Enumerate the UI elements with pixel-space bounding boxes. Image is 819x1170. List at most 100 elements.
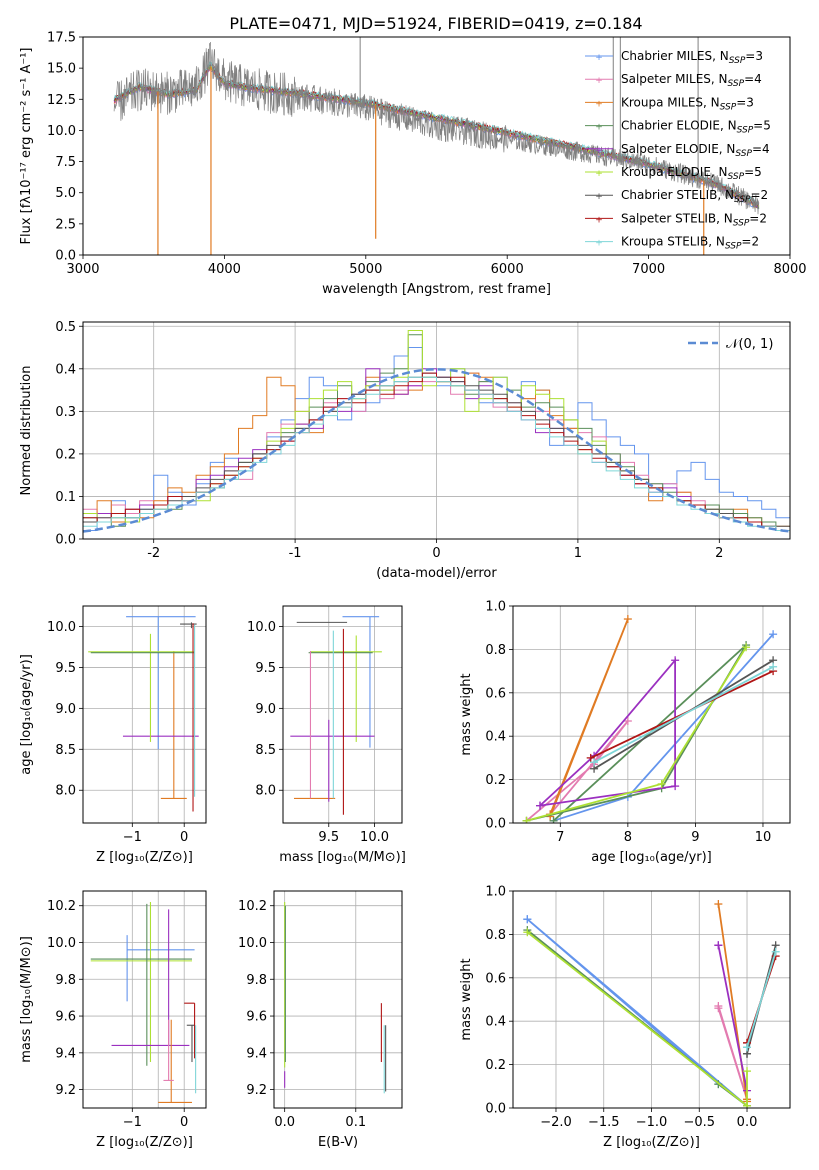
- y-tick-label: 8.5: [255, 743, 276, 758]
- y-tick-label: 0.2: [485, 773, 506, 788]
- y-tick-label: 0.2: [485, 1058, 506, 1073]
- panel-age-vs-Z: −1 0 8.0 8.5 9.0 9.5 10.0 Z [log₁₀(Z/Z⊙)] age [l…: [19, 605, 207, 865]
- x-tick-label: 0.0: [274, 1115, 295, 1130]
- legend-marker: +: [595, 146, 603, 156]
- legend-entry: Kroupa ELODIE, NSSP=5: [621, 165, 762, 182]
- x-tick-label: 1: [574, 546, 582, 561]
- plot-area: [83, 330, 790, 533]
- mass-weight-line: [593, 666, 774, 763]
- y-tick-label: 9.4: [55, 1046, 76, 1061]
- x-tick-label: 4000: [208, 262, 241, 277]
- y-tick-label: 10.0: [238, 936, 267, 951]
- axes-frame: [512, 890, 791, 1109]
- y-tick-label: 9.5: [55, 661, 76, 676]
- legend-marker: +: [595, 123, 603, 133]
- y-tick-label: 2.5: [55, 217, 76, 232]
- figure-title: PLATE=0471, MJD=51924, FIBERID=0419, z=0…: [229, 14, 642, 33]
- axes-frame: [82, 321, 791, 540]
- x-tick-label: 0: [180, 1115, 188, 1130]
- y-tick-label: 0.6: [485, 971, 506, 986]
- x-tick-label: 0: [180, 830, 188, 845]
- plot-area: [523, 900, 780, 1108]
- x-tick-label: 7000: [632, 262, 665, 277]
- plot-area: [284, 902, 387, 1094]
- y-tick-label: 17.5: [47, 31, 76, 46]
- y-tick-label: 0.0: [55, 249, 76, 264]
- model-spectrum-line: [113, 63, 760, 208]
- y-axis-label: age [log₁₀(age/yr)]: [19, 654, 34, 775]
- axes-frame: [282, 605, 403, 824]
- y-tick-label: 10.2: [47, 899, 76, 914]
- model-spectrum-line: [113, 61, 760, 205]
- y-tick-label: 0.2: [55, 447, 76, 462]
- y-tick-label: 1.0: [485, 600, 506, 615]
- x-tick-label: 10.0: [360, 830, 389, 845]
- y-tick-label: 10.0: [247, 620, 276, 635]
- y-tick-label: 0.0: [55, 533, 76, 548]
- legend-entry: Salpeter ELODIE, NSSP=4: [621, 142, 770, 159]
- axes-frame: [82, 605, 207, 824]
- y-tick-label: 7.5: [55, 155, 76, 170]
- y-axis-label: mass weight: [459, 958, 474, 1040]
- y-tick-label: 9.6: [55, 1010, 76, 1025]
- x-tick-label: -2: [147, 546, 160, 561]
- y-tick-label: 9.2: [55, 1083, 76, 1098]
- legend-entry: Chabrier STELIB, NSSP=2: [621, 188, 768, 205]
- panel-spectrum: 3000 4000 5000 6000 7000 8000 0.0 2.5 5.0 7.5 10.0…: [19, 31, 807, 298]
- legend-entry: 𝒩(0, 1): [726, 337, 773, 352]
- x-tick-label: 8: [624, 830, 632, 845]
- x-tick-label: 7: [556, 830, 564, 845]
- y-tick-label: 9.4: [246, 1046, 267, 1061]
- y-tick-label: 10.0: [47, 620, 76, 635]
- y-tick-label: 9.0: [55, 702, 76, 717]
- legend-marker: +: [595, 169, 603, 179]
- legend-entry: Kroupa MILES, NSSP=3: [621, 95, 754, 112]
- y-tick-label: 1.0: [485, 885, 506, 900]
- axes-frame: [512, 605, 791, 824]
- legend-marker: +: [595, 99, 603, 109]
- axes-frame: [82, 36, 791, 256]
- x-tick-label: 10: [755, 830, 772, 845]
- x-tick-label: −1.0: [636, 1115, 668, 1130]
- y-axis-label: mass weight: [459, 673, 474, 755]
- x-tick-label: 0: [432, 546, 440, 561]
- x-tick-label: −1: [123, 1115, 142, 1130]
- y-tick-label: 0.8: [485, 928, 506, 943]
- y-axis-label: mass [log₁₀(M/M⊙)]: [19, 936, 34, 1063]
- y-tick-label: 9.8: [246, 973, 267, 988]
- x-tick-label: 0.0: [737, 1115, 758, 1130]
- plot-area: [290, 616, 382, 815]
- x-axis-label: Z [log₁₀(Z/Z⊙)]: [96, 850, 193, 865]
- x-tick-label: −1.5: [588, 1115, 620, 1130]
- axes-frame: [82, 890, 207, 1109]
- x-tick-label: 8000: [773, 262, 806, 277]
- x-tick-label: 0.1: [345, 1115, 366, 1130]
- legend-entry: Salpeter STELIB, NSSP=2: [621, 211, 767, 228]
- legend-marker: +: [595, 53, 603, 63]
- observed-spectrum-line: [113, 41, 760, 215]
- axes-frame: [273, 890, 403, 1109]
- legend-entry: Chabrier MILES, NSSP=3: [621, 49, 763, 66]
- x-axis-label: Z [log₁₀(Z/Z⊙)]: [96, 1135, 193, 1150]
- y-tick-label: 0.6: [485, 686, 506, 701]
- legend-entry: Salpeter MILES, NSSP=4: [621, 72, 762, 89]
- y-axis-label: Flux [fλ10⁻¹⁷ erg cm⁻² s⁻¹ A⁻¹]: [19, 48, 34, 245]
- y-tick-label: 9.6: [246, 1010, 267, 1025]
- x-tick-label: 3000: [66, 262, 99, 277]
- y-tick-label: 0.0: [485, 1102, 506, 1117]
- y-axis-label: Normed distribution: [19, 366, 34, 496]
- panel-age-vs-mass: 9.5 10.0 8.0 8.5 9.0 9.5 10.0 mass [log₁₀(M/M⊙)…: [247, 605, 406, 865]
- plot-area: [113, 37, 760, 255]
- y-tick-label: 10.2: [238, 899, 267, 914]
- legend-marker: +: [595, 192, 603, 202]
- y-tick-label: 0.8: [485, 643, 506, 658]
- y-tick-label: 8.0: [255, 784, 276, 799]
- y-tick-label: 0.1: [55, 490, 76, 505]
- y-tick-label: 5.0: [55, 186, 76, 201]
- y-tick-label: 8.0: [55, 784, 76, 799]
- y-tick-label: 12.5: [47, 93, 76, 108]
- x-axis-label: Z [log₁₀(Z/Z⊙)]: [603, 1135, 700, 1150]
- y-tick-label: 0.4: [485, 1015, 506, 1030]
- y-tick-label: 0.5: [55, 320, 76, 335]
- y-tick-label: 0.3: [55, 405, 76, 420]
